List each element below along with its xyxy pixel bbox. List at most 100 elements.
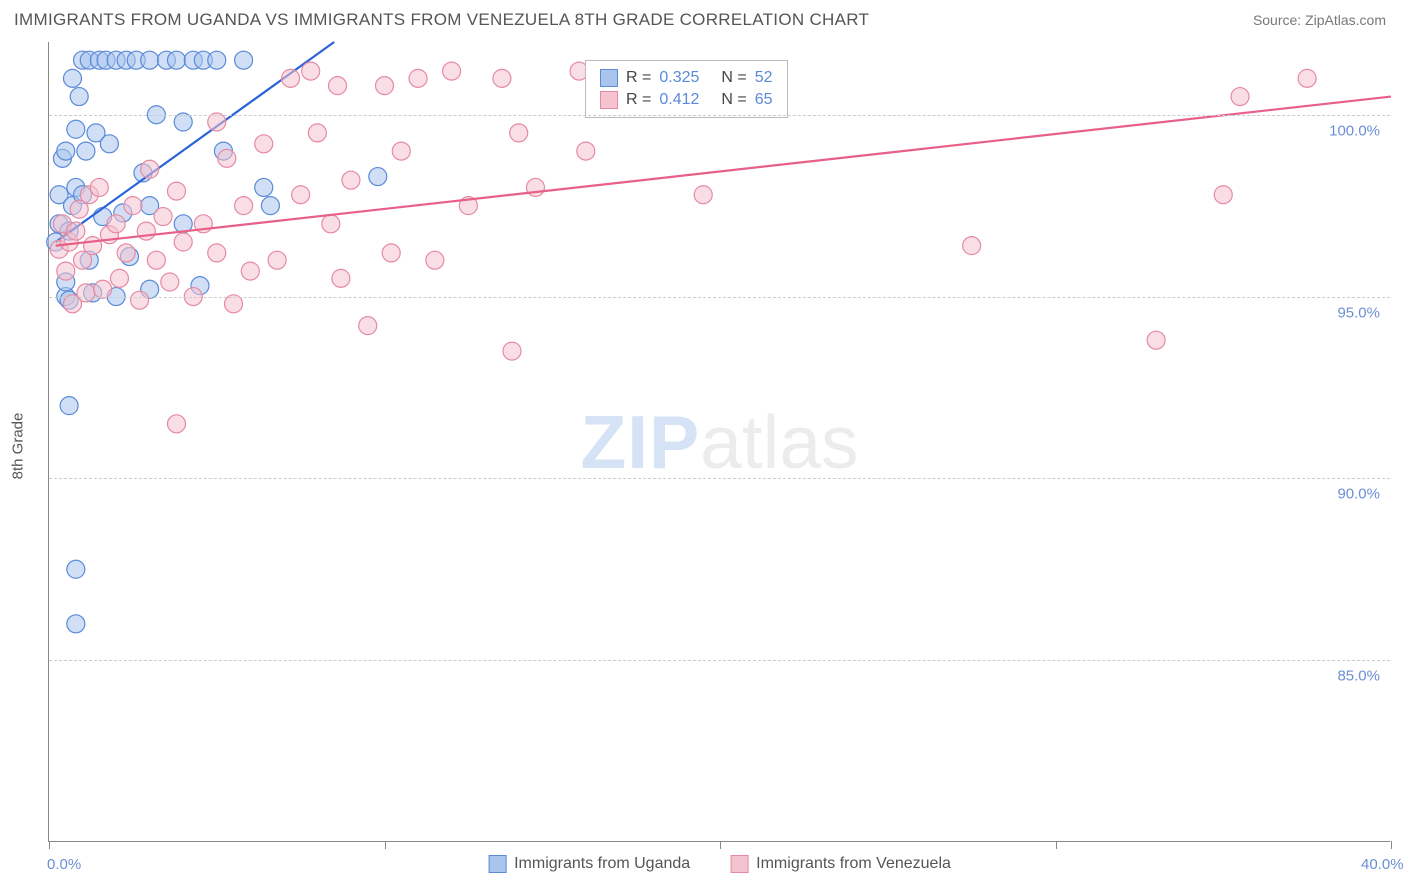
legend-swatch <box>488 855 506 873</box>
data-point <box>1147 331 1165 349</box>
data-point <box>124 197 142 215</box>
y-tick-label: 100.0% <box>1329 122 1380 139</box>
source-label: Source: ZipAtlas.com <box>1253 12 1386 28</box>
grid-line <box>49 478 1390 479</box>
legend-swatch <box>600 69 618 87</box>
data-point <box>332 269 350 287</box>
x-tick-label: 40.0% <box>1361 856 1404 873</box>
legend-n-label: N = <box>721 91 746 109</box>
data-point <box>77 142 95 160</box>
data-point <box>382 244 400 262</box>
legend-r-value: 0.325 <box>659 69 699 87</box>
data-point <box>443 62 461 80</box>
data-point <box>67 222 85 240</box>
data-point <box>67 560 85 578</box>
data-point <box>84 237 102 255</box>
data-point <box>1231 88 1249 106</box>
data-point <box>577 142 595 160</box>
data-point <box>376 77 394 95</box>
data-point <box>167 415 185 433</box>
data-point <box>208 51 226 69</box>
data-point <box>167 51 185 69</box>
data-point <box>90 178 108 196</box>
legend-label: Immigrants from Venezuela <box>756 855 951 873</box>
data-point <box>154 208 172 226</box>
y-tick-label: 85.0% <box>1337 668 1380 685</box>
data-point <box>235 51 253 69</box>
data-point <box>1298 69 1316 87</box>
x-tick-label: 0.0% <box>47 856 81 873</box>
data-point <box>268 251 286 269</box>
data-point <box>261 197 279 215</box>
series-legend: Immigrants from Uganda Immigrants from Ve… <box>488 855 951 873</box>
data-point <box>302 62 320 80</box>
legend-r-label: R = <box>626 91 651 109</box>
data-point <box>308 124 326 142</box>
data-point <box>322 215 340 233</box>
legend-item: Immigrants from Venezuela <box>730 855 951 873</box>
legend-n-value: 52 <box>755 69 773 87</box>
data-point <box>161 273 179 291</box>
y-tick-label: 95.0% <box>1337 304 1380 321</box>
data-point <box>963 237 981 255</box>
data-point <box>392 142 410 160</box>
data-point <box>359 317 377 335</box>
legend-swatch <box>730 855 748 873</box>
data-point <box>77 284 95 302</box>
x-tick <box>1056 841 1057 849</box>
correlation-legend: R = 0.325 N = 52 R = 0.412 N = 65 <box>585 60 788 118</box>
data-point <box>255 135 273 153</box>
grid-line <box>49 297 1390 298</box>
legend-swatch <box>600 91 618 109</box>
data-point <box>510 124 528 142</box>
data-point <box>241 262 259 280</box>
legend-r-label: R = <box>626 69 651 87</box>
data-point <box>174 233 192 251</box>
data-point <box>63 69 81 87</box>
legend-r-value: 0.412 <box>659 91 699 109</box>
legend-row: R = 0.325 N = 52 <box>600 67 773 89</box>
data-point <box>60 397 78 415</box>
legend-row: R = 0.412 N = 65 <box>600 89 773 111</box>
data-point <box>255 178 273 196</box>
data-point <box>292 186 310 204</box>
data-point <box>70 88 88 106</box>
data-point <box>694 186 712 204</box>
data-point <box>235 197 253 215</box>
data-point <box>329 77 347 95</box>
chart-plot-area: ZIPatlas R = 0.325N = 52R = 0.412N = 65 … <box>48 42 1390 842</box>
scatter-svg <box>49 42 1390 841</box>
legend-item: Immigrants from Uganda <box>488 855 690 873</box>
data-point <box>342 171 360 189</box>
data-point <box>167 182 185 200</box>
chart-title: IMMIGRANTS FROM UGANDA VS IMMIGRANTS FRO… <box>14 10 869 30</box>
data-point <box>57 262 75 280</box>
grid-line <box>49 660 1390 661</box>
y-axis-label: 8th Grade <box>10 413 27 480</box>
data-point <box>131 291 149 309</box>
data-point <box>409 69 427 87</box>
x-tick <box>49 841 50 849</box>
data-point <box>110 269 128 287</box>
data-point <box>426 251 444 269</box>
legend-n-label: N = <box>721 69 746 87</box>
y-tick-label: 90.0% <box>1337 486 1380 503</box>
data-point <box>1214 186 1232 204</box>
data-point <box>282 69 300 87</box>
legend-n-value: 65 <box>755 91 773 109</box>
data-point <box>117 244 135 262</box>
data-point <box>67 120 85 138</box>
data-point <box>369 168 387 186</box>
x-tick <box>385 841 386 849</box>
trend-line <box>56 97 1391 246</box>
data-point <box>141 51 159 69</box>
data-point <box>57 142 75 160</box>
x-tick <box>720 841 721 849</box>
data-point <box>218 149 236 167</box>
data-point <box>107 215 125 233</box>
data-point <box>67 615 85 633</box>
data-point <box>208 244 226 262</box>
data-point <box>147 251 165 269</box>
data-point <box>137 222 155 240</box>
x-tick <box>1391 841 1392 849</box>
